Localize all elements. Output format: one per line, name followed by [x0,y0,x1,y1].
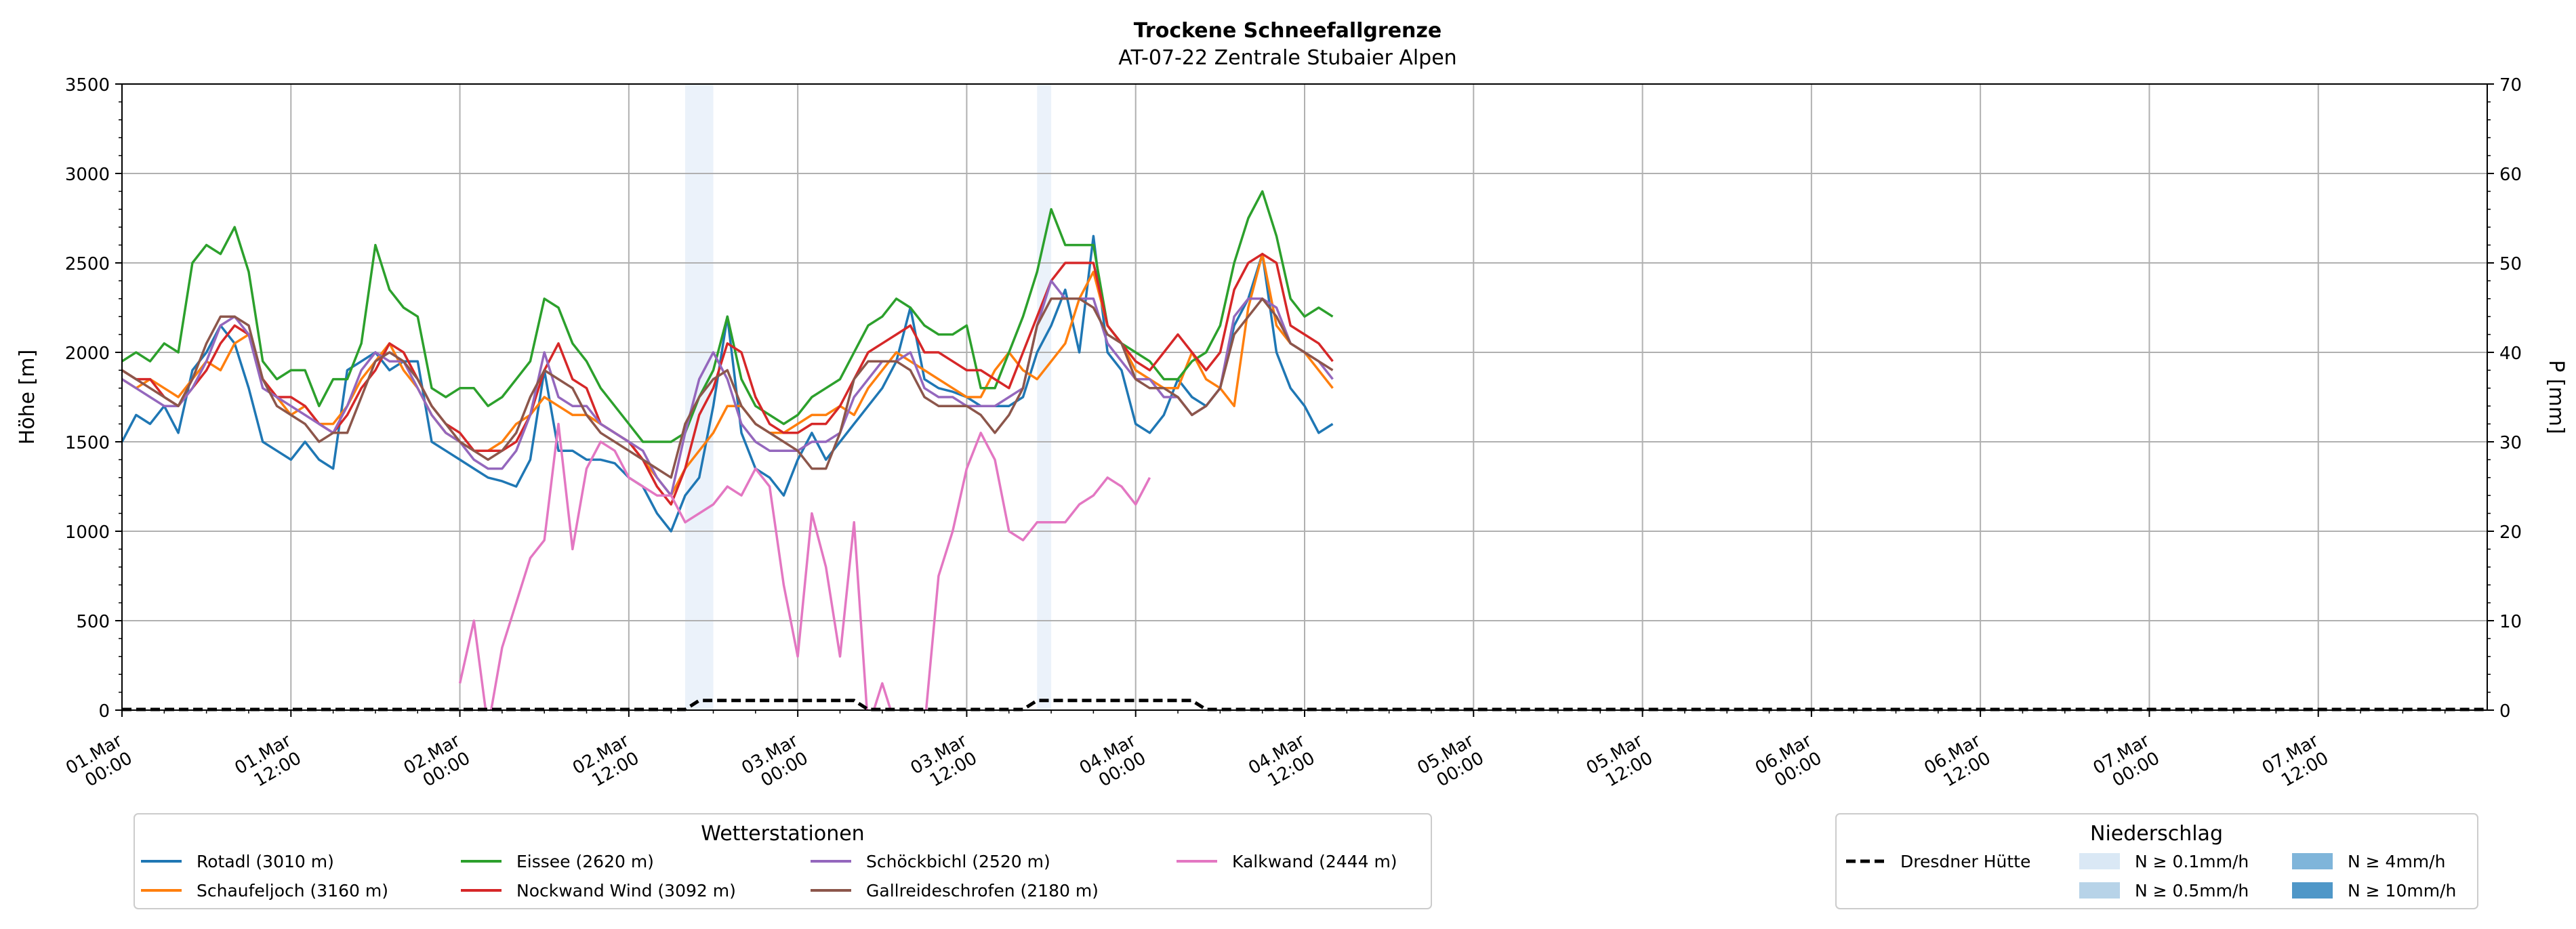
y-axis-right-label: P [mm] [2544,360,2568,434]
y-tick-label: 2000 [65,344,110,364]
precip-legend: Niederschlag Dresdner Hütte N ≥ 0.1mm/h N… [1835,813,2478,909]
y-right-tick-label: 60 [2499,165,2522,185]
x-tick-label: 04.Mar12:00 [1245,730,1319,796]
x-tick-label: 07.Mar12:00 [2259,730,2333,796]
x-tick-label: 05.Mar12:00 [1583,730,1657,796]
x-tick-label: 03.Mar00:00 [738,730,812,796]
x-tick-label: 07.Mar00:00 [2090,730,2164,796]
station-legend-label: Schaufeljoch (3160 m) [197,881,388,901]
y-right-tick-label: 20 [2499,522,2522,543]
station-legend-label: Rotadl (3010 m) [197,852,334,871]
station-legend-label: Gallreideschrofen (2180 m) [866,881,1099,901]
precip-legend-swatch [2079,853,2120,869]
y-right-tick-label: 30 [2499,433,2522,453]
series-line [458,422,1151,710]
y-tick-label: 500 [76,612,110,632]
series-line [122,297,1334,479]
precip-legend-label: N ≥ 0.1mm/h [2135,852,2249,871]
chart-subtitle: AT-07-22 Zentrale Stubaier Alpen [1118,46,1456,70]
y-right-tick-label: 50 [2499,254,2522,274]
x-tick-label: 01.Mar12:00 [231,730,305,796]
x-tick-label: 01.Mar00:00 [62,730,136,796]
precip-legend-label: N ≥ 0.5mm/h [2135,881,2249,901]
station-legend-label: Kalkwand (2444 m) [1232,852,1397,871]
station-legend-label: Nockwand Wind (3092 m) [516,881,736,901]
station-legend-title: Wetterstationen [701,822,864,846]
y-tick-label: 3500 [65,75,110,96]
precip-legend-title: Niederschlag [2090,822,2223,846]
y-axis-label: Höhe [m] [16,350,39,445]
y-right-tick-label: 10 [2499,612,2522,632]
precip-legend-swatch [2079,882,2120,899]
series-line [122,253,1334,497]
station-legend-box [134,813,1432,909]
y-right-tick-label: 40 [2499,344,2522,364]
x-tick-label: 04.Mar00:00 [1076,730,1150,796]
y-right-tick-label: 0 [2499,701,2511,722]
precip-legend-label: N ≥ 4mm/h [2348,852,2445,871]
series-line [122,279,1334,497]
precip-legend-label: N ≥ 10mm/h [2348,881,2456,901]
station-legend-label: Schöckbichl (2520 m) [866,852,1050,871]
y-tick-label: 1000 [65,522,110,543]
y-tick-label: 1500 [65,433,110,453]
y-tick-label: 3000 [65,165,110,185]
station-legend: Wetterstationen Rotadl (3010 m) Schaufelj… [134,813,1432,909]
station-legend-label: Eissee (2620 m) [516,852,654,871]
precip-band [1037,84,1052,710]
chart-title: Trockene Schneefallgrenze [1134,19,1442,43]
y-right-tick-label: 70 [2499,75,2522,96]
x-tick-label: 03.Mar12:00 [907,730,981,796]
x-tick-label: 02.Mar12:00 [569,730,643,796]
precip-legend-swatch [2292,853,2333,869]
x-tick-label: 02.Mar00:00 [401,730,474,796]
x-tick-label: 06.Mar12:00 [1921,730,1995,796]
x-tick-label: 06.Mar00:00 [1752,730,1826,796]
series-line [122,190,1334,443]
x-tick-label: 05.Mar00:00 [1414,730,1488,796]
precip-legend-station: Dresdner Hütte [1900,852,2030,871]
y-tick-label: 2500 [65,254,110,274]
y-tick-label: 0 [98,701,110,722]
precip-legend-swatch [2292,882,2333,899]
